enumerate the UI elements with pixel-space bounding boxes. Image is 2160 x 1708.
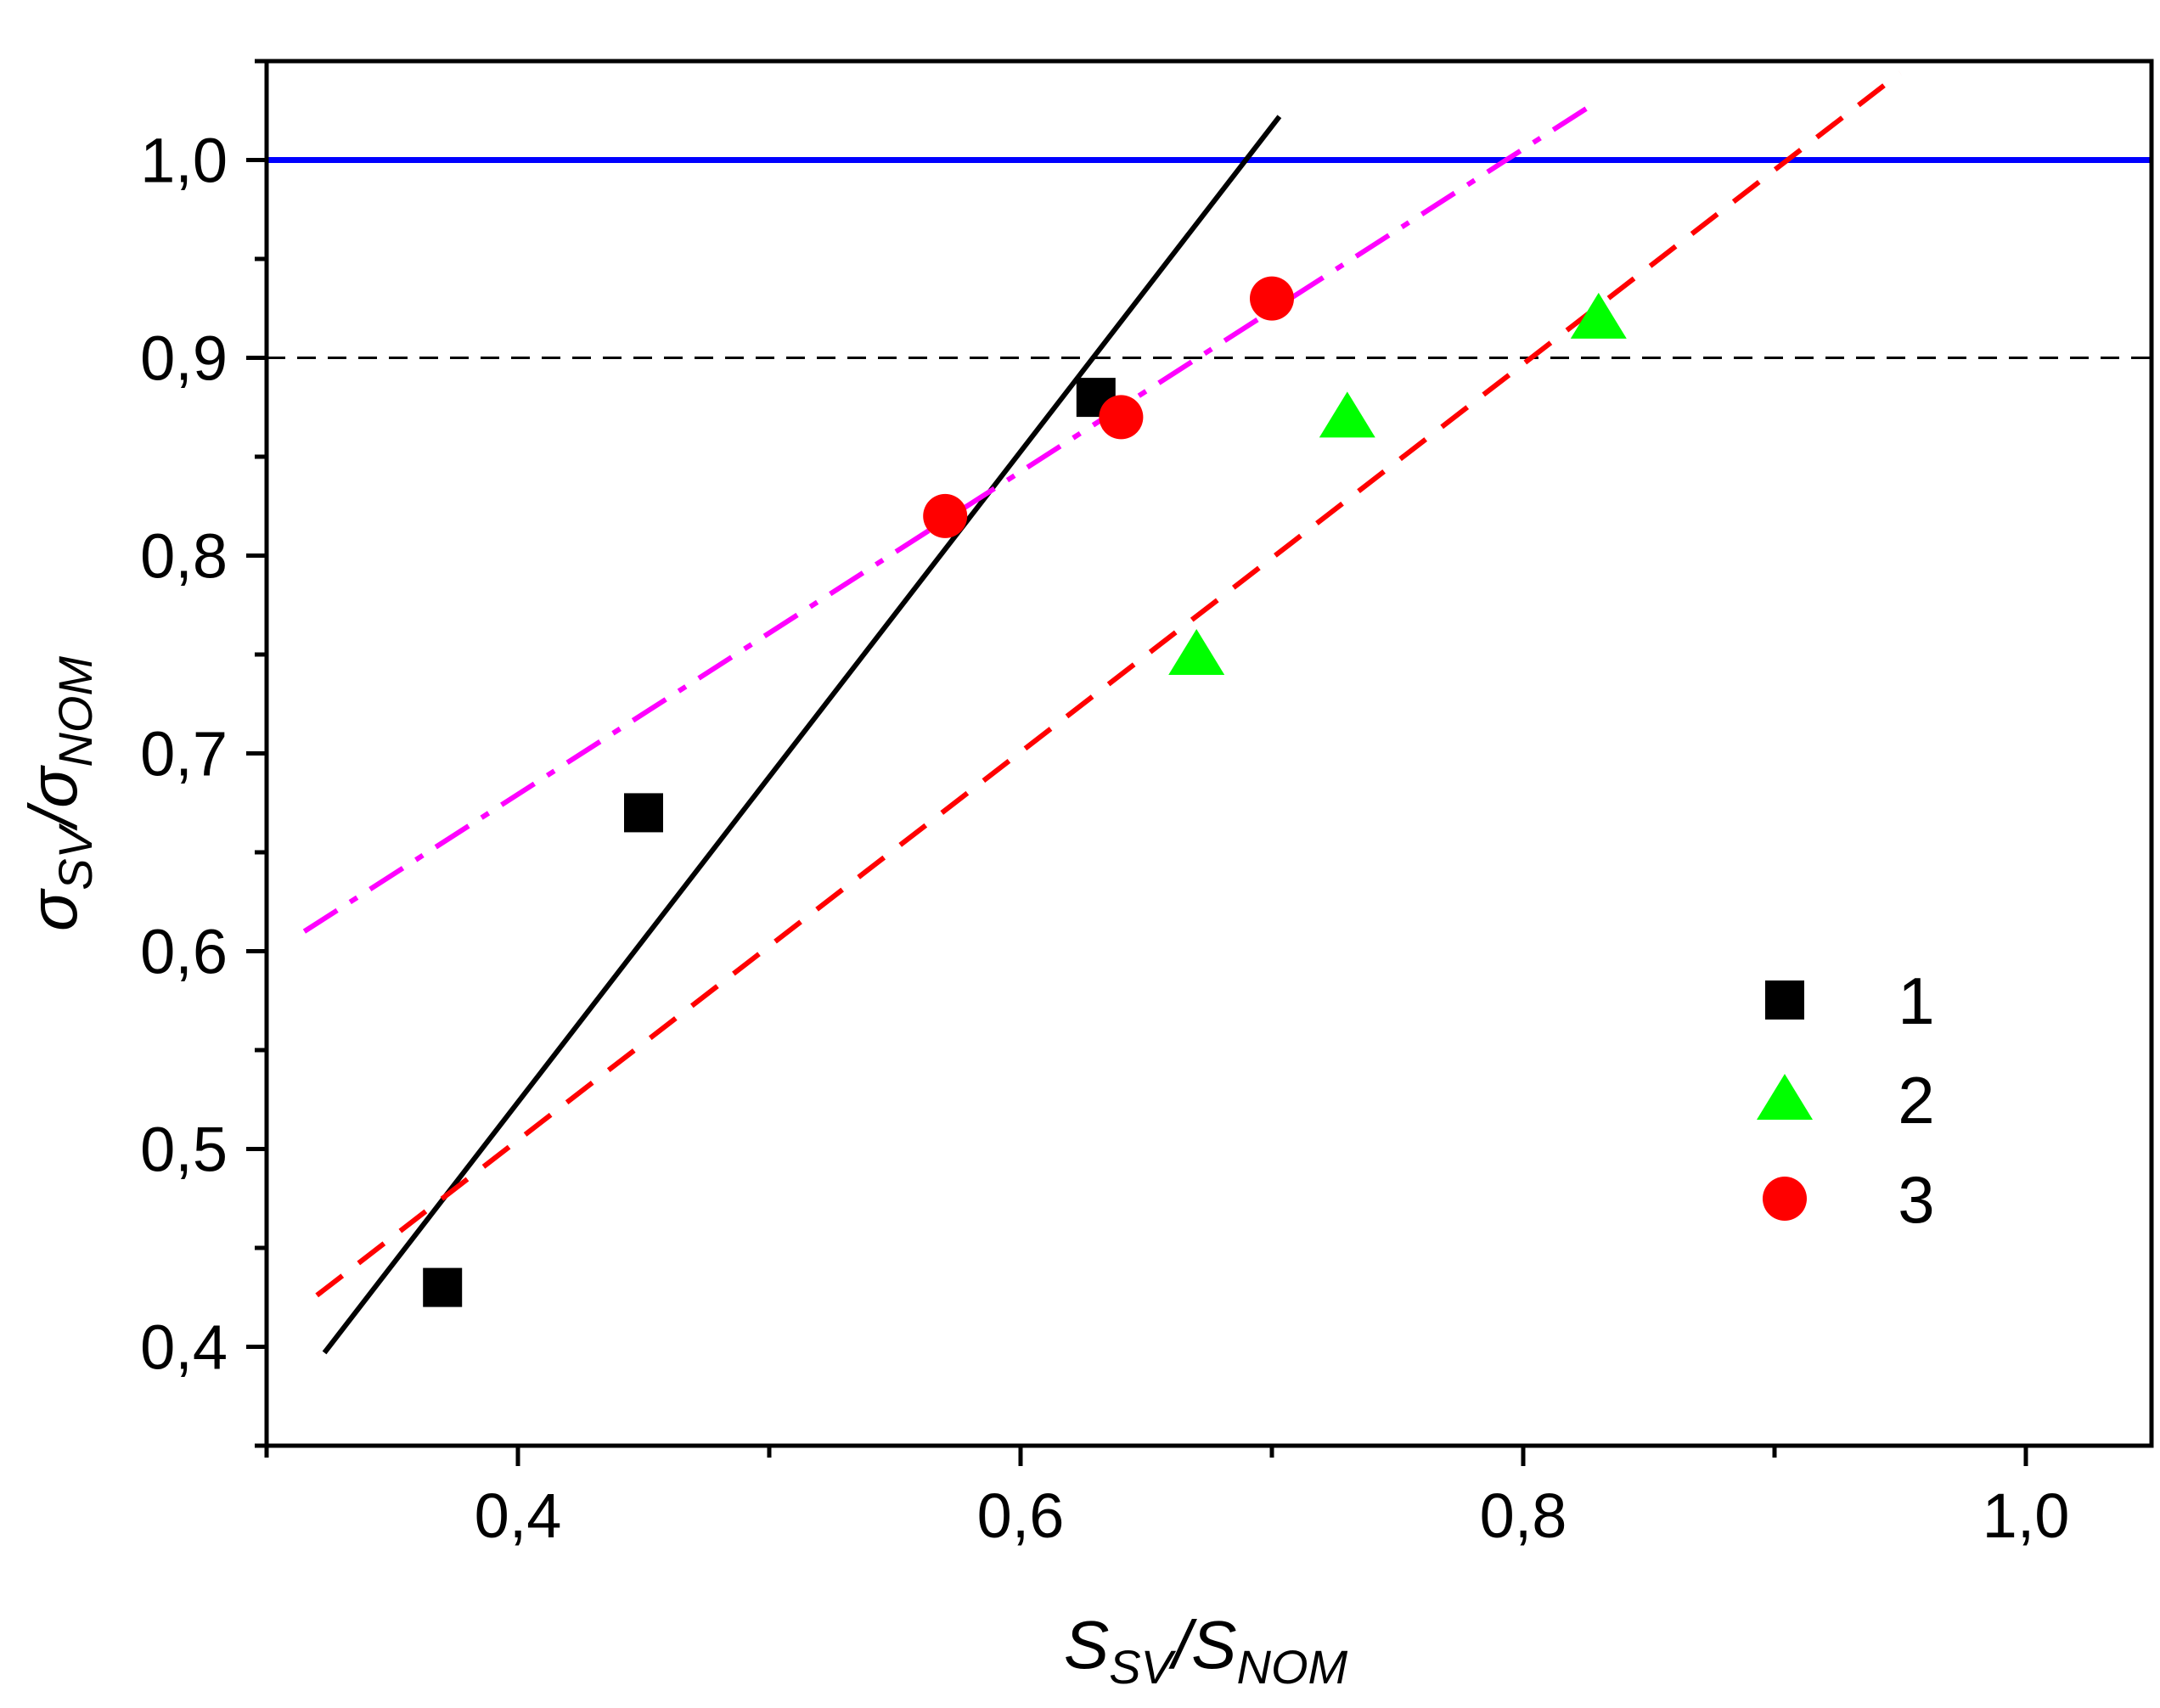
x-axis-label: SSV/SNOM [1064, 1607, 1348, 1694]
legend: 1 2 3 [1757, 964, 1935, 1237]
data-points [423, 276, 1627, 1307]
reference-lines [267, 157, 2152, 359]
series-1-point-0 [423, 1267, 463, 1307]
y-tick-label: 0,8 [140, 521, 228, 592]
y-tick-label: 0,5 [140, 1115, 228, 1185]
x-tick-label: 0,6 [977, 1480, 1065, 1551]
y-tick-label: 0,6 [140, 917, 228, 987]
series-2-point-1 [1319, 391, 1375, 438]
axes: 0,4 0,6 0,8 1,0 0,4 0,5 0,6 0,7 0,8 0,9 1,0 [140, 59, 2070, 1551]
legend-marker-3 [1763, 1177, 1807, 1221]
legend-label-1: 1 [1898, 964, 1934, 1038]
series-3-point-2 [1250, 276, 1294, 321]
x-tick-label: 1,0 [1983, 1480, 2070, 1551]
y-tick-label: 1,0 [140, 126, 228, 196]
fit-3-line [302, 98, 1600, 934]
fit-1-line [322, 115, 1282, 1355]
y-label-sub2: NOM [48, 656, 102, 767]
x-label-main: S [1064, 1607, 1109, 1683]
y-tick-label: 0,9 [140, 323, 228, 394]
series-1-point-1 [624, 793, 663, 833]
y-tick-label: 0,7 [140, 719, 228, 789]
x-tick-label: 0,4 [475, 1480, 562, 1551]
y-label-main2: σ [15, 765, 91, 808]
x-label-sub: SV [1109, 1640, 1176, 1694]
fit-lines [302, 70, 1902, 1355]
series-3-point-0 [923, 493, 968, 538]
y-axis-label: σSV/σNOM [15, 656, 102, 931]
legend-marker-2 [1757, 1074, 1813, 1120]
series-2-point-0 [1168, 629, 1225, 675]
legend-label-2: 2 [1898, 1063, 1934, 1138]
x-label-sub2: NOM [1237, 1640, 1348, 1694]
series-2-point-2 [1570, 292, 1627, 339]
fit-2-line [315, 70, 1902, 1298]
legend-marker-1 [1765, 980, 1804, 1020]
x-label-main2: S [1191, 1607, 1236, 1683]
legend-label-3: 3 [1898, 1162, 1934, 1237]
y-label-main: σ [15, 888, 91, 931]
y-label-sub: SV [48, 823, 102, 890]
y-tick-label: 0,4 [140, 1312, 228, 1383]
x-tick-label: 0,8 [1480, 1480, 1567, 1551]
series-3-point-1 [1099, 395, 1144, 440]
